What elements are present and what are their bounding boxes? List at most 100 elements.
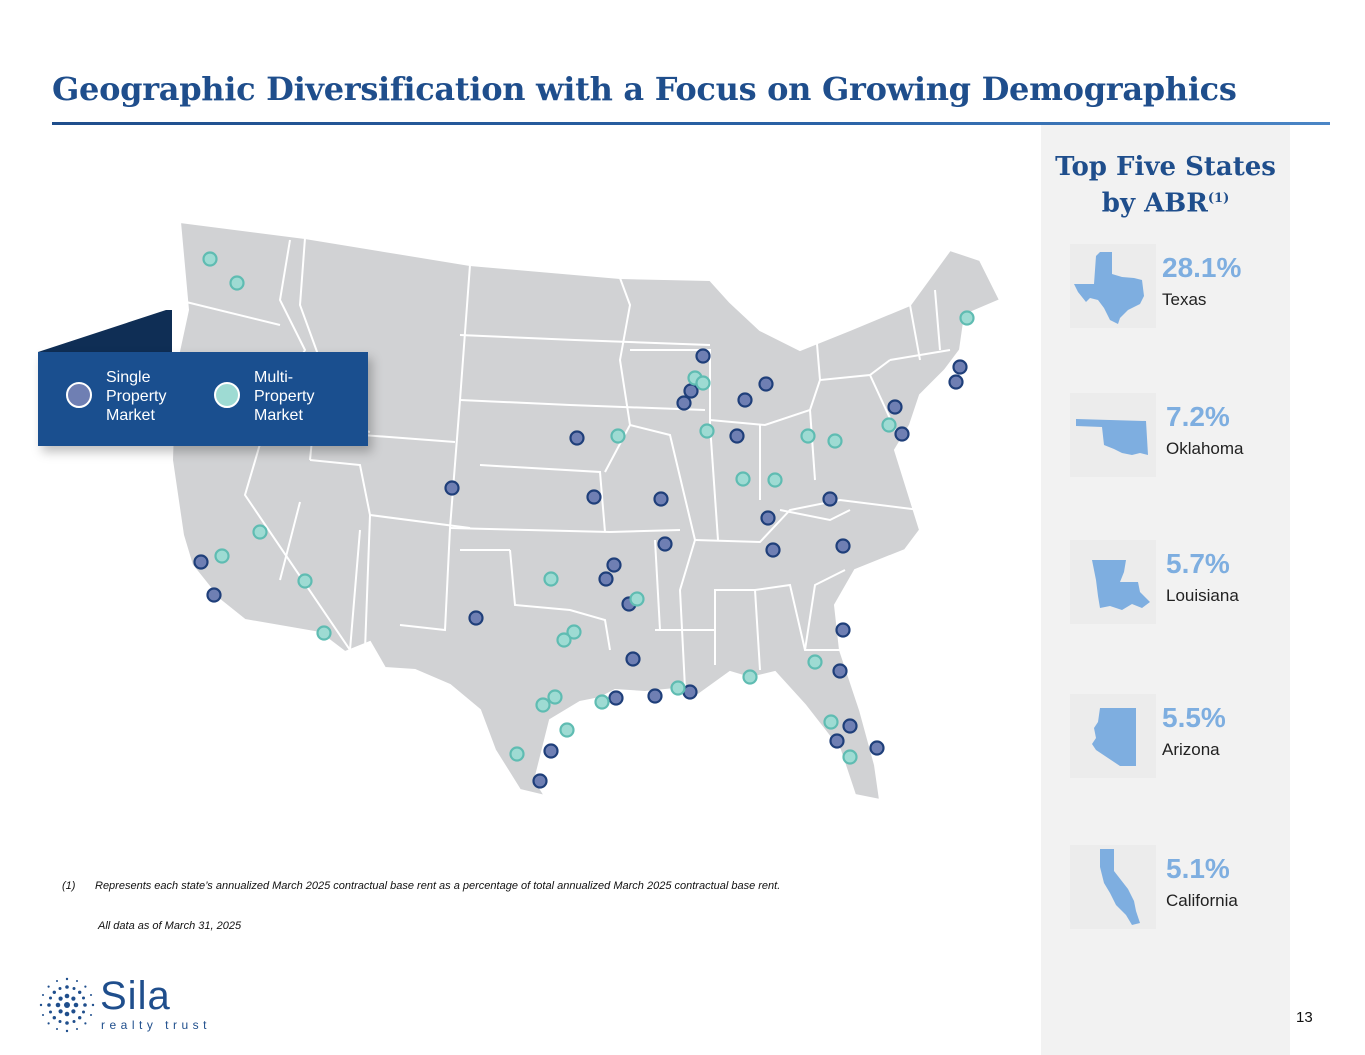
multi-marker	[547, 689, 563, 705]
multi-marker	[699, 423, 715, 439]
state-percent: 28.1%	[1162, 252, 1242, 283]
us-landmass	[170, 220, 1002, 802]
state-name: Oklahoma	[1166, 439, 1244, 458]
multi-marker	[670, 680, 686, 696]
state-percent: 7.2%	[1166, 401, 1230, 432]
state-name: California	[1166, 891, 1238, 910]
oklahoma-shape-icon	[1070, 393, 1156, 477]
single-marker	[608, 690, 624, 706]
footnote-ref: (1)	[1207, 191, 1230, 206]
single-marker	[842, 718, 858, 734]
state-percent: 5.1%	[1166, 853, 1230, 884]
single-marker	[835, 622, 851, 638]
page-number: 13	[1296, 1009, 1313, 1026]
legend-multi-label: Multi-Property Market	[254, 369, 315, 424]
single-marker	[653, 491, 669, 507]
single-marker	[532, 773, 548, 789]
single-marker	[729, 428, 745, 444]
logo-tagline: realty trust	[101, 1018, 212, 1032]
texas-shape-icon	[1070, 244, 1156, 328]
page-title: Geographic Diversification with a Focus …	[52, 70, 1237, 108]
multi-marker	[252, 524, 268, 540]
multi-marker	[767, 472, 783, 488]
sila-logo-icon	[39, 977, 95, 1033]
multi-marker	[742, 669, 758, 685]
single-marker	[647, 688, 663, 704]
multi-marker	[827, 433, 843, 449]
single-marker	[625, 651, 641, 667]
multi-marker	[807, 654, 823, 670]
single-marker	[543, 743, 559, 759]
multi-marker	[823, 714, 839, 730]
legend-single-label: Single Property Market	[106, 369, 167, 424]
multi-marker	[800, 428, 816, 444]
state-name: Texas	[1162, 290, 1207, 309]
state-row-california: 5.1% California	[1070, 845, 1290, 929]
markers	[193, 251, 975, 789]
single-marker	[193, 554, 209, 570]
state-row-arizona: 5.5% Arizona	[1070, 694, 1290, 778]
single-marker	[948, 374, 964, 390]
single-marker	[832, 663, 848, 679]
multi-marker	[535, 697, 551, 713]
legend-pointer	[38, 310, 172, 354]
state-name: Louisiana	[1166, 586, 1239, 605]
multi-marker	[566, 624, 582, 640]
single-marker-swatch	[66, 382, 92, 408]
top-states-title-line1: Top Five States	[1055, 152, 1276, 182]
single-marker	[822, 491, 838, 507]
multi-marker	[202, 251, 218, 267]
multi-marker-swatch	[214, 382, 240, 408]
logo-wordmark: Sila	[100, 974, 171, 1018]
single-marker	[829, 733, 845, 749]
single-marker	[569, 430, 585, 446]
us-outline	[170, 220, 1002, 802]
state-name: Arizona	[1162, 740, 1220, 759]
multi-marker	[543, 571, 559, 587]
california-shape-icon	[1070, 845, 1156, 929]
multi-marker	[695, 375, 711, 391]
single-marker	[887, 399, 903, 415]
single-marker	[657, 536, 673, 552]
as-of-note: All data as of March 31, 2025	[98, 920, 242, 932]
footnote-number: (1)	[62, 880, 76, 892]
louisiana-shape-icon	[1070, 540, 1156, 624]
single-marker	[952, 359, 968, 375]
single-marker	[598, 571, 614, 587]
single-marker	[835, 538, 851, 554]
multi-marker	[959, 310, 975, 326]
single-marker	[206, 587, 222, 603]
top-states-title-abr: by ABR	[1101, 188, 1208, 219]
single-marker	[676, 395, 692, 411]
state-row-texas: 28.1% Texas	[1070, 244, 1290, 328]
multi-marker	[594, 694, 610, 710]
single-marker	[606, 557, 622, 573]
multi-marker	[842, 749, 858, 765]
single-marker	[869, 740, 885, 756]
top-states-title-line2: by ABR(1)	[1041, 183, 1290, 220]
multi-marker	[316, 625, 332, 641]
single-marker	[683, 383, 699, 399]
multi-marker	[509, 746, 525, 762]
single-marker	[894, 426, 910, 442]
multi-marker	[229, 275, 245, 291]
multi-marker	[735, 471, 751, 487]
single-marker	[760, 510, 776, 526]
state-percent: 5.5%	[1162, 702, 1226, 733]
top-states-title: Top Five States by ABR(1)	[1041, 152, 1290, 220]
us-map	[170, 220, 1002, 802]
single-marker	[737, 392, 753, 408]
multi-marker	[297, 573, 313, 589]
single-marker	[765, 542, 781, 558]
multi-marker	[629, 591, 645, 607]
single-marker	[758, 376, 774, 392]
state-row-louisiana: 5.7% Louisiana	[1070, 540, 1290, 624]
multi-marker	[559, 722, 575, 738]
title-divider	[52, 122, 1330, 125]
multi-marker	[556, 632, 572, 648]
multi-marker	[610, 428, 626, 444]
multi-marker	[881, 417, 897, 433]
single-marker	[468, 610, 484, 626]
map-legend: Single Property Market Multi-Property Ma…	[38, 352, 368, 446]
multi-marker	[214, 548, 230, 564]
